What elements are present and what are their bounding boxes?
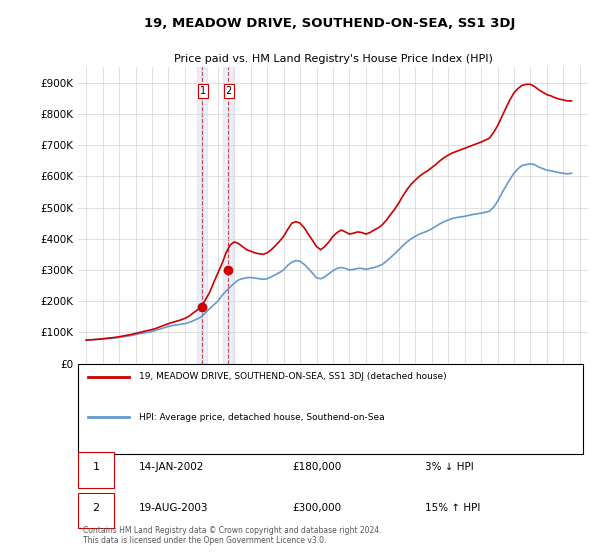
Text: 14-JAN-2002: 14-JAN-2002 [139,463,205,472]
Text: 3% ↓ HPI: 3% ↓ HPI [425,463,473,472]
Text: 2: 2 [226,86,232,96]
Text: 19, MEADOW DRIVE, SOUTHEND-ON-SEA, SS1 3DJ (detached house): 19, MEADOW DRIVE, SOUTHEND-ON-SEA, SS1 3… [139,372,447,381]
Text: HPI: Average price, detached house, Southend-on-Sea: HPI: Average price, detached house, Sout… [139,413,385,422]
Text: 19, MEADOW DRIVE, SOUTHEND-ON-SEA, SS1 3DJ: 19, MEADOW DRIVE, SOUTHEND-ON-SEA, SS1 3… [145,17,515,30]
Bar [223,67,233,363]
FancyBboxPatch shape [78,452,114,488]
Text: 1: 1 [92,463,100,472]
Text: 19-AUG-2003: 19-AUG-2003 [139,503,209,513]
FancyBboxPatch shape [78,363,583,454]
Bar [197,67,207,363]
Text: 15% ↑ HPI: 15% ↑ HPI [425,503,480,513]
Text: 2: 2 [92,503,100,513]
Text: £300,000: £300,000 [292,503,341,513]
FancyBboxPatch shape [78,493,114,529]
Text: £180,000: £180,000 [292,463,341,472]
Title: Price paid vs. HM Land Registry's House Price Index (HPI): Price paid vs. HM Land Registry's House … [173,54,493,64]
Text: 1: 1 [200,86,206,96]
Text: Contains HM Land Registry data © Crown copyright and database right 2024.
This d: Contains HM Land Registry data © Crown c… [83,526,382,545]
